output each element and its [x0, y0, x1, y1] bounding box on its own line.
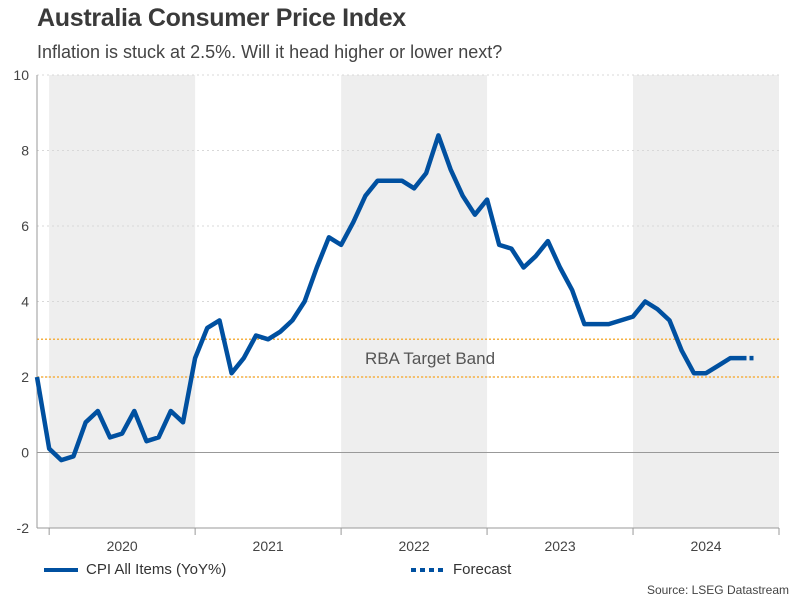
- legend-actual: CPI All Items (YoY%): [44, 561, 226, 578]
- annotation-target-band: RBA Target Band: [365, 349, 495, 368]
- y-tick-label: 0: [21, 445, 29, 461]
- legend-forecast-label: Forecast: [453, 561, 512, 578]
- y-tick-label: 4: [21, 294, 29, 310]
- annotations: RBA Target Band: [365, 349, 495, 368]
- x-tick-label-2021: 2021: [253, 538, 284, 554]
- y-tick-label: -2: [17, 520, 30, 536]
- y-tick-label: 6: [21, 218, 29, 234]
- x-tick-label-2024: 2024: [690, 538, 721, 554]
- y-tick-label: 2: [21, 369, 29, 385]
- x-tick-label-2023: 2023: [544, 538, 575, 554]
- y-tick-label: 8: [21, 143, 29, 159]
- x-tick-label-2020: 2020: [107, 538, 138, 554]
- legend-actual-label: CPI All Items (YoY%): [86, 561, 227, 578]
- source-note: Source: LSEG Datastream: [646, 583, 789, 597]
- x-tick-labels: 2020 2021 2022 2023 2024: [48, 528, 780, 554]
- chart-title: Australia Consumer Price Index: [37, 4, 406, 32]
- axes: [36, 75, 779, 529]
- chart-subtitle: Inflation is stuck at 2.5%. Will it head…: [37, 42, 503, 62]
- x-tick-label-2022: 2022: [399, 538, 430, 554]
- series-lines: [34, 133, 755, 463]
- series-line-0: [34, 133, 743, 463]
- y-tick-labels: -2 0 2 4 6 8 10: [13, 67, 29, 536]
- legend-forecast-swatch: [411, 567, 445, 572]
- legend-forecast: Forecast: [411, 561, 511, 578]
- legend-actual-swatch: [44, 567, 78, 572]
- y-tick-label: 10: [13, 67, 29, 83]
